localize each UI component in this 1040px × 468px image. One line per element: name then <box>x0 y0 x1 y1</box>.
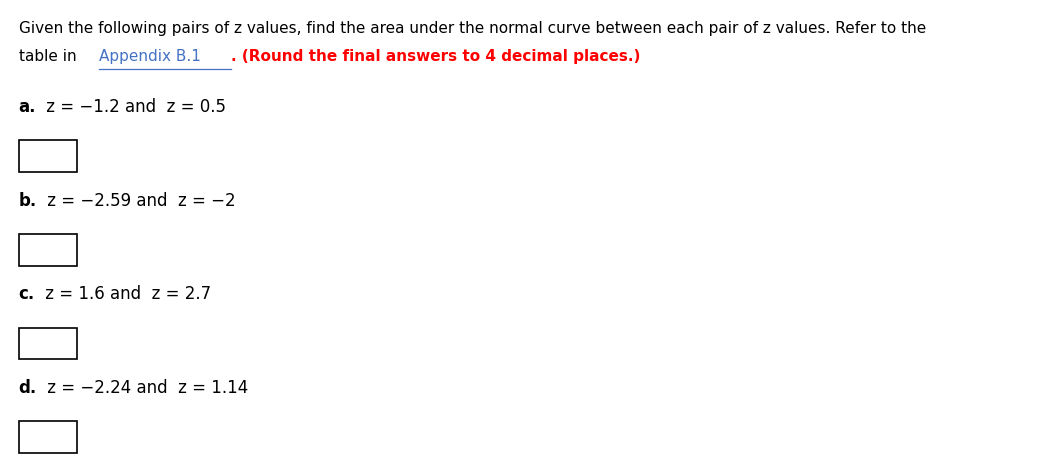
Text: Appendix B.1: Appendix B.1 <box>100 49 202 64</box>
Text: z = −1.2 and  z = 0.5: z = −1.2 and z = 0.5 <box>42 98 227 116</box>
Bar <box>19 234 77 266</box>
Text: d.: d. <box>19 379 37 397</box>
Text: b.: b. <box>19 192 37 210</box>
Bar <box>19 140 77 172</box>
Text: a.: a. <box>19 98 36 116</box>
Bar <box>19 328 77 359</box>
Text: z = −2.59 and  z = −2: z = −2.59 and z = −2 <box>43 192 236 210</box>
Text: . (Round the final answers to 4 decimal places.): . (Round the final answers to 4 decimal … <box>231 49 641 64</box>
Text: Given the following pairs of z values, find the area under the normal curve betw: Given the following pairs of z values, f… <box>19 21 926 36</box>
Text: z = 1.6 and  z = 2.7: z = 1.6 and z = 2.7 <box>40 285 211 303</box>
Bar <box>19 421 77 453</box>
Text: z = −2.24 and  z = 1.14: z = −2.24 and z = 1.14 <box>43 379 249 397</box>
Text: c.: c. <box>19 285 35 303</box>
Text: table in: table in <box>19 49 81 64</box>
